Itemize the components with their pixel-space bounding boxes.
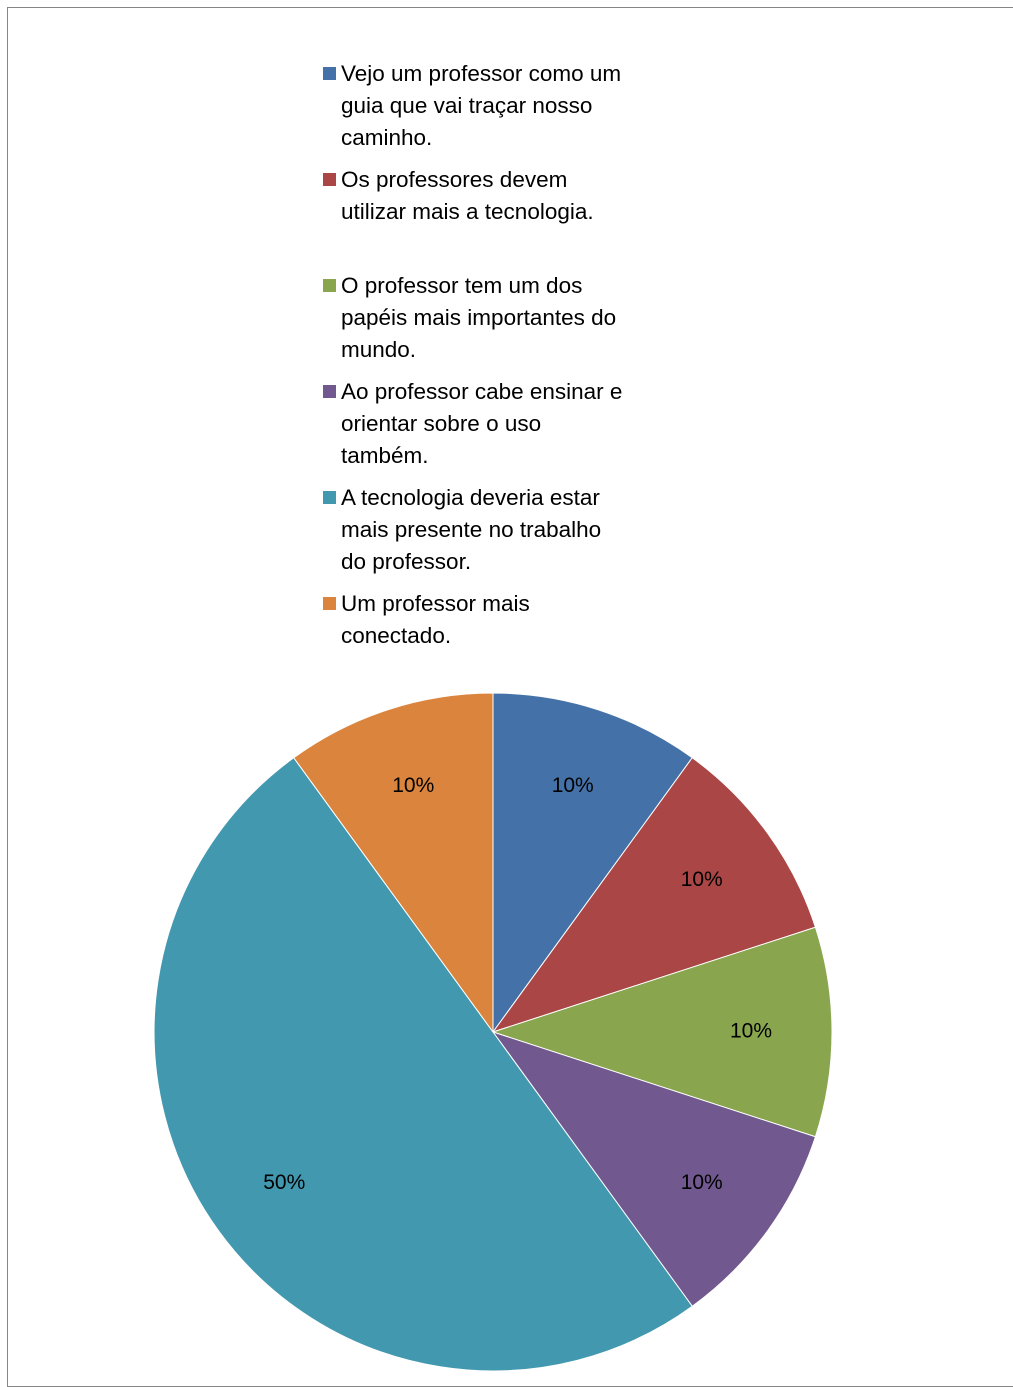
legend-label-line: O professor tem um dos	[341, 273, 583, 298]
legend-swatch	[323, 173, 336, 186]
legend-item: A tecnologia deveria estar mais presente …	[323, 482, 663, 578]
legend-swatch	[323, 385, 336, 398]
legend-label: Os professores devem utilizar mais a tecn…	[341, 164, 661, 228]
legend-item: Os professores devem utilizar mais a tecn…	[323, 164, 663, 228]
legend-label: Ao professor cabe ensinar e orientar sobr…	[341, 376, 661, 472]
legend-label-line: conectado.	[341, 623, 452, 648]
legend-label: A tecnologia deveria estar mais presente …	[341, 482, 661, 578]
legend-label-line: Ao professor cabe ensinar e	[341, 379, 623, 404]
pie-data-label: 10%	[681, 868, 723, 891]
legend-swatch	[323, 597, 336, 610]
pie-slice	[491, 757, 817, 1033]
legend-label-line: guia que vai traçar nosso	[341, 93, 593, 118]
pie-slice	[491, 1031, 817, 1307]
legend-label-line: mais presente no trabalho	[341, 517, 602, 542]
legend-label-line: mundo.	[341, 337, 417, 362]
pie-slice	[293, 692, 494, 1034]
pie-data-label: 10%	[681, 1171, 723, 1194]
pie-slice	[153, 757, 693, 1372]
pie-slice	[492, 692, 693, 1034]
legend-label-line: Os professores devem	[341, 167, 568, 192]
legend-item: Um professor mais conectado.	[323, 588, 663, 652]
legend-item: Vejo um professor como um guia que vai tr…	[323, 58, 663, 154]
pie-slice	[491, 926, 833, 1138]
legend-label-line: orientar sobre o uso	[341, 411, 542, 436]
legend-item: Ao professor cabe ensinar e orientar sobr…	[323, 376, 663, 472]
pie-data-label: 50%	[263, 1171, 305, 1194]
pie-data-label: 10%	[392, 774, 434, 797]
legend-label-line: papéis mais importantes do	[341, 305, 617, 330]
legend-swatch	[323, 279, 336, 292]
pie-data-label: 10%	[552, 774, 594, 797]
legend-label-line: também.	[341, 443, 429, 468]
legend-label-line: caminho.	[341, 125, 433, 150]
legend-label-line: A tecnologia deveria estar	[341, 485, 600, 510]
legend-label-line: Vejo um professor como um	[341, 61, 622, 86]
legend-label-line: Um professor mais	[341, 591, 530, 616]
legend-item: O professor tem um dos papéis mais import…	[323, 270, 663, 366]
legend-swatch	[323, 491, 336, 504]
chart-legend: Vejo um professor como um guia que vai tr…	[323, 58, 663, 652]
legend-label: O professor tem um dos papéis mais import…	[341, 270, 661, 366]
legend-label-line: utilizar mais a tecnologia.	[341, 199, 594, 224]
legend-label: Um professor mais conectado.	[341, 588, 661, 652]
legend-label-line: do professor.	[341, 549, 472, 574]
pie-data-label: 10%	[730, 1020, 772, 1043]
legend-swatch	[323, 67, 336, 80]
legend-label: Vejo um professor como um guia que vai tr…	[341, 58, 661, 154]
